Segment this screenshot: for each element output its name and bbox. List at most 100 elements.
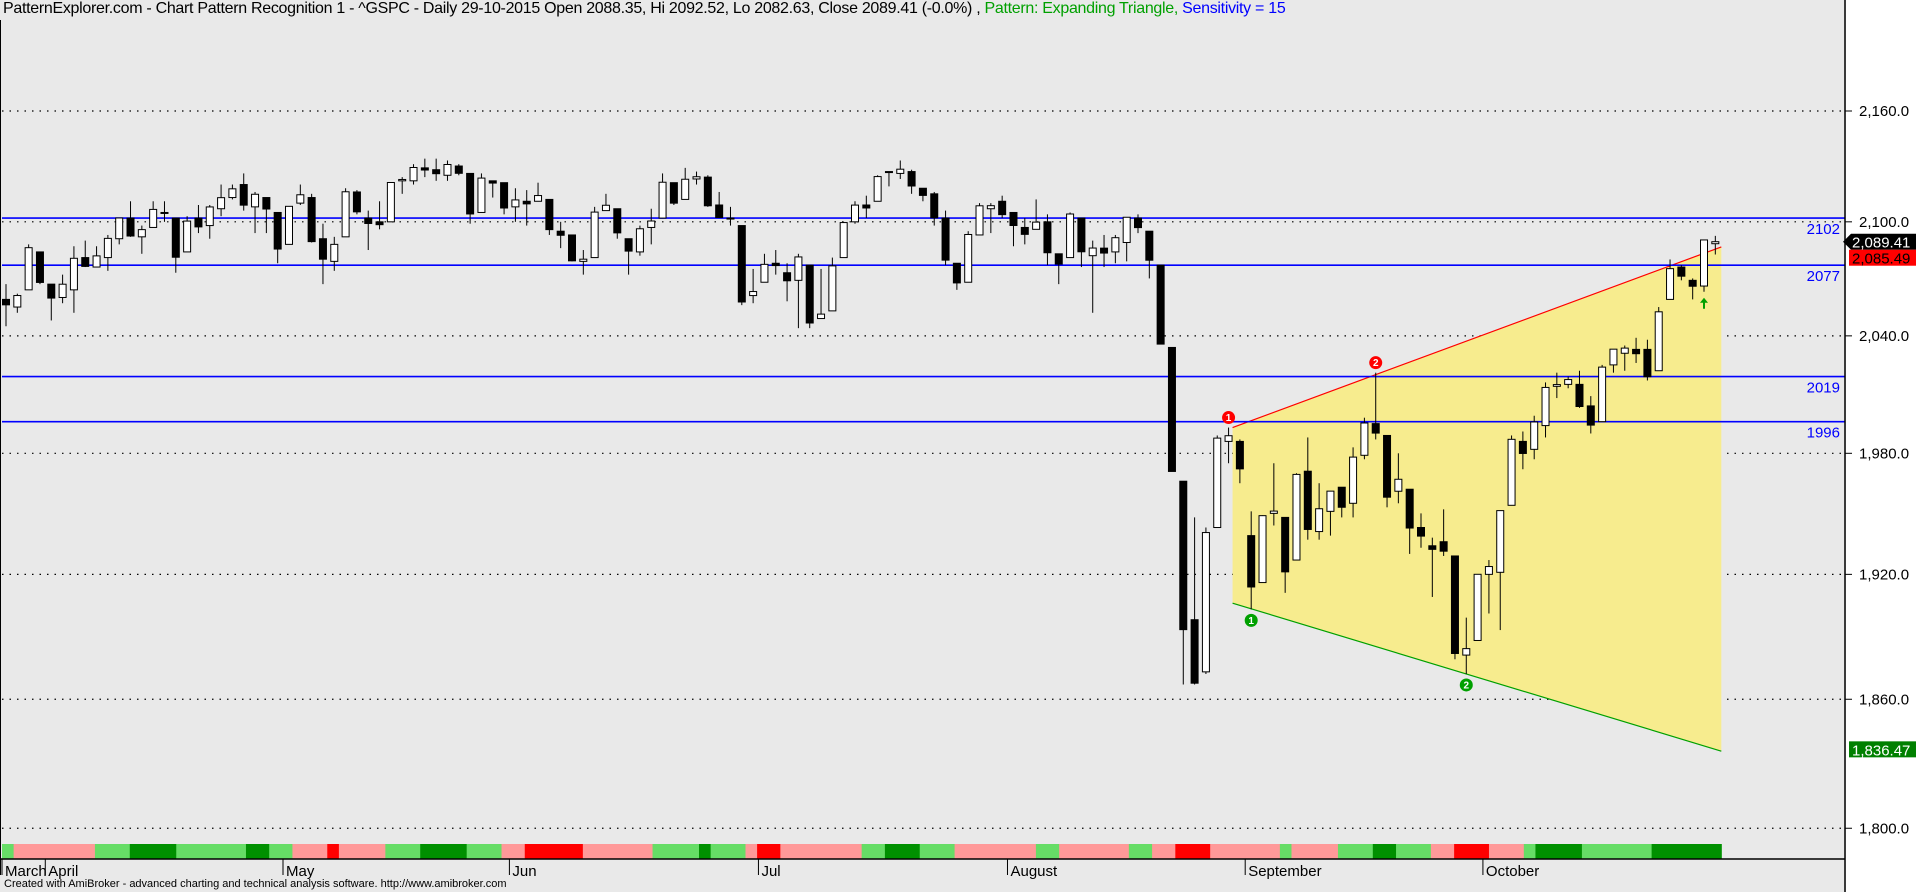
- strip-segment: [466, 844, 503, 859]
- candle-up: [149, 208, 158, 228]
- strip-segment: [919, 844, 956, 859]
- strip-segment: [861, 844, 886, 859]
- candle-up: [217, 197, 226, 210]
- candle-up: [103, 237, 112, 259]
- strip-segment: [1651, 844, 1722, 859]
- candle-down: [1371, 423, 1380, 434]
- candle-down: [375, 221, 384, 226]
- candle-up: [1473, 573, 1482, 641]
- candle-up: [1360, 422, 1369, 456]
- candle-up: [1326, 490, 1335, 512]
- candle-up: [534, 195, 543, 202]
- candle-up: [511, 199, 520, 208]
- x-tick-label: April: [48, 863, 78, 880]
- candle-down: [669, 182, 678, 204]
- y-tick-label: 1,800.0: [1859, 820, 1909, 837]
- candle-up: [1654, 311, 1663, 372]
- candle-up: [1032, 221, 1041, 230]
- strip-segment: [652, 844, 700, 859]
- strip-segment: [884, 844, 921, 859]
- candle-up: [1598, 366, 1607, 423]
- candle-up: [1564, 379, 1573, 385]
- strip-segment: [13, 844, 96, 859]
- candle-up: [205, 206, 214, 227]
- candle-up: [1315, 508, 1324, 533]
- x-tick-label: October: [1486, 863, 1539, 880]
- strip-segment: [420, 844, 468, 859]
- candle-up: [647, 220, 656, 228]
- strip-segment: [524, 844, 584, 859]
- strip-segment: [1291, 844, 1339, 859]
- candle-down: [624, 238, 633, 252]
- candle-up: [341, 191, 350, 238]
- candle-up: [1213, 437, 1222, 529]
- candle-up: [92, 255, 101, 268]
- pivot-label: 1: [1248, 616, 1254, 627]
- candle-down: [805, 264, 814, 324]
- candle-down: [318, 238, 327, 260]
- candle-up: [1484, 566, 1493, 575]
- x-tick-label: March: [5, 863, 47, 880]
- pivot-marker-high: [1369, 356, 1383, 370]
- candle-up: [658, 181, 667, 219]
- y-tick-label: 1,860.0: [1859, 691, 1909, 708]
- candle-down: [1586, 405, 1595, 426]
- strip-segment: [1059, 844, 1130, 859]
- candle-down: [352, 191, 361, 213]
- y-tick-label: 1,980.0: [1859, 445, 1909, 462]
- candle-down: [2, 298, 10, 306]
- candle-down: [1167, 346, 1176, 472]
- candle-down: [500, 182, 509, 209]
- strip-segment: [1535, 844, 1583, 859]
- strip-segment: [1128, 844, 1153, 859]
- candle-down: [432, 169, 441, 175]
- strip-segment: [1581, 844, 1653, 859]
- candle-down: [783, 272, 792, 282]
- candle-down: [160, 211, 169, 214]
- candle-down: [239, 184, 248, 206]
- price-badge-label: 2,085.49: [1852, 251, 1910, 268]
- strip-segment: [1035, 844, 1060, 859]
- title-main: PatternExplorer.com - Chart Pattern Reco…: [3, 0, 981, 17]
- y-tick-label: 2,040.0: [1859, 328, 1909, 345]
- candle-up: [986, 205, 995, 210]
- candle-down: [918, 187, 927, 196]
- candle-up: [1258, 515, 1267, 584]
- pivot-label: 2: [1373, 358, 1379, 369]
- candle-down: [1677, 266, 1686, 277]
- buy-arrow-icon: [1700, 297, 1708, 309]
- candle-up: [228, 188, 237, 199]
- strip-segment: [757, 844, 781, 859]
- strip-segment: [699, 844, 712, 859]
- candle-down: [194, 217, 203, 228]
- candle-down: [1303, 470, 1312, 530]
- candle-up: [1552, 384, 1561, 387]
- candle-down: [1575, 383, 1584, 408]
- x-tick-label: Jul: [761, 863, 780, 880]
- candle-down: [930, 193, 939, 219]
- strip-segment: [1396, 844, 1432, 859]
- candle-up: [1700, 239, 1708, 287]
- candle-down: [941, 217, 950, 261]
- candle-down: [1450, 555, 1459, 654]
- pivot-label: 2: [1463, 680, 1469, 691]
- candle-up: [1620, 347, 1629, 354]
- signal-strip: [2, 844, 1722, 859]
- candle-down: [862, 204, 871, 209]
- level-label: 2077: [1807, 268, 1840, 285]
- candle-down: [1020, 226, 1029, 235]
- strip-segment: [954, 844, 1037, 859]
- candle-down: [998, 200, 1007, 216]
- strip-segment: [710, 844, 746, 859]
- candle-up: [839, 222, 848, 259]
- x-tick-label: September: [1248, 863, 1321, 880]
- y-tick-label: 1,920.0: [1859, 566, 1909, 583]
- candle-up: [1541, 386, 1550, 427]
- candle-up: [1201, 532, 1210, 673]
- candle-down: [522, 200, 531, 205]
- candle-up: [1496, 510, 1505, 573]
- strip-segment: [292, 844, 328, 859]
- strip-segment: [1279, 844, 1292, 859]
